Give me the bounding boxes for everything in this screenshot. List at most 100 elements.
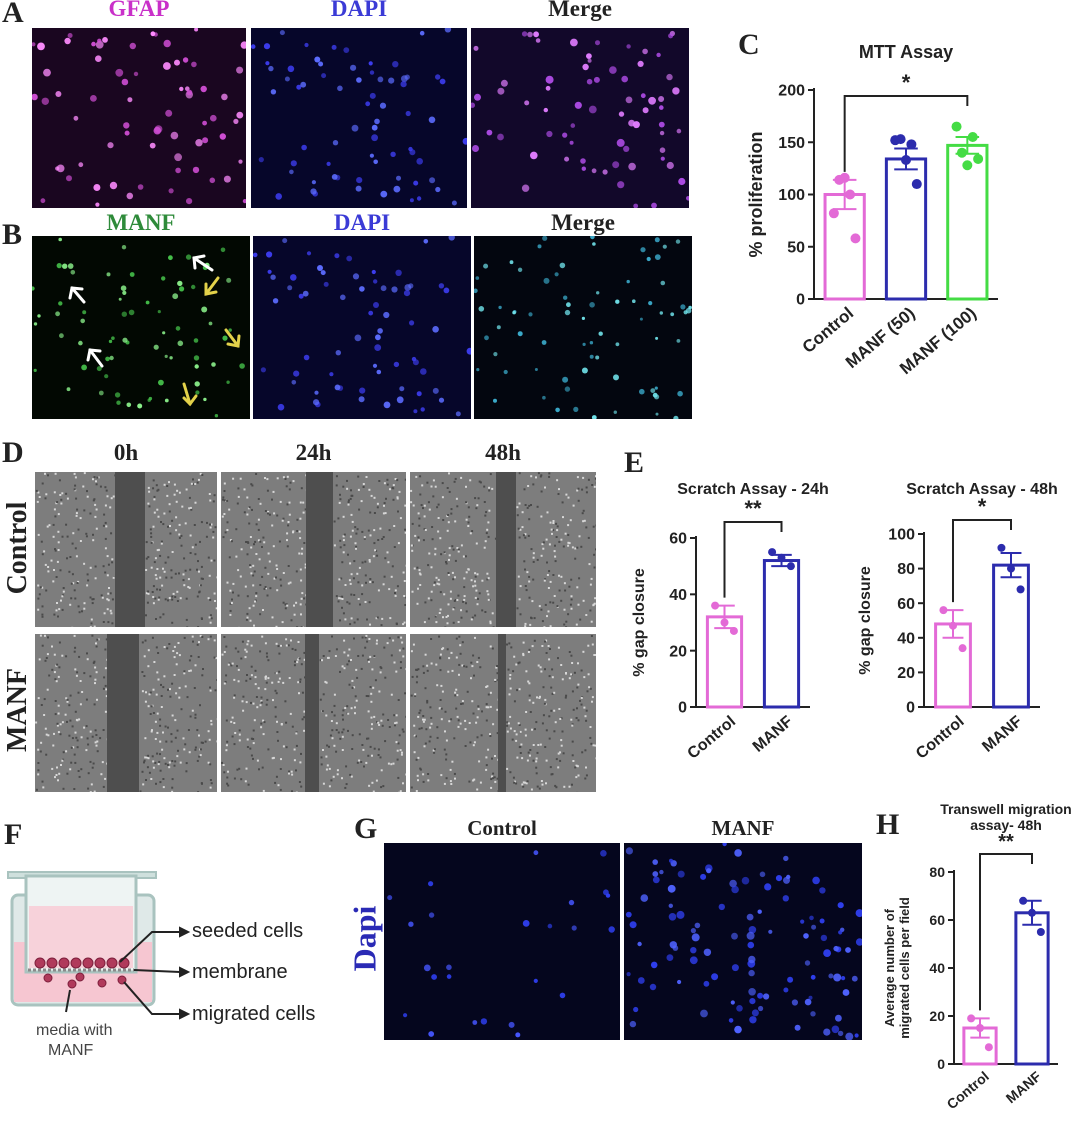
data-point: [721, 619, 729, 627]
panel-label-g: G: [354, 812, 377, 846]
data-point: [968, 132, 978, 142]
significance-label: **: [744, 496, 762, 521]
channel-label-merge-b: Merge: [474, 210, 692, 236]
data-point: [850, 233, 860, 243]
y-tick-label: 60: [897, 596, 915, 613]
data-point: [768, 548, 776, 556]
y-tick-label: 0: [937, 1056, 945, 1072]
data-point: [1019, 897, 1027, 905]
y-tick-label: 100: [778, 187, 805, 204]
panel-label-b: B: [2, 218, 22, 252]
timepoint-label-24h: 24h: [221, 440, 406, 466]
data-point: [949, 622, 957, 630]
category-label: MANF: [979, 713, 1026, 756]
y-tick-label: 50: [787, 239, 805, 256]
y-axis-label: migrated cells per field: [897, 897, 912, 1039]
data-point: [912, 179, 922, 189]
category-label: MANF: [750, 713, 797, 756]
insert-media: [29, 906, 133, 968]
significance-bracket: [953, 520, 1011, 602]
yellow-arrow-icon: [184, 384, 196, 404]
y-tick-label: 200: [778, 83, 805, 100]
micrograph-manf: [32, 236, 250, 419]
significance-bracket: [980, 854, 1032, 1010]
data-point: [730, 627, 738, 635]
chart-title: Transwell migration: [940, 801, 1071, 817]
yellow-arrow-icon: [206, 278, 218, 294]
row-label-control: Control: [2, 498, 34, 598]
data-point: [997, 544, 1005, 552]
panel-label-f: F: [4, 818, 22, 852]
scratch-image-manf-24h: [221, 634, 406, 792]
data-point: [985, 1043, 993, 1051]
category-label: Control: [685, 713, 739, 763]
data-point: [829, 208, 839, 218]
category-label: MANF: [1003, 1068, 1045, 1107]
significance-label: *: [978, 494, 987, 519]
label-seeded-cells: seeded cells: [192, 920, 303, 943]
label-migrated-cells: migrated cells: [192, 1003, 315, 1026]
data-point: [896, 134, 906, 144]
channel-label-gfap: GFAP: [32, 0, 246, 22]
y-tick-label: 60: [669, 531, 687, 548]
micrograph-gfap: [32, 28, 246, 208]
y-tick-label: 100: [888, 527, 915, 544]
label-media-with: media with: [36, 1022, 112, 1040]
micrograph-transwell-manf: [624, 843, 862, 1040]
column-label-control: Control: [384, 816, 620, 841]
yellow-arrow-icon: [226, 330, 239, 346]
y-axis-label: % proliferation: [746, 131, 766, 257]
micrograph-dapi-b: [253, 236, 471, 419]
data-point: [952, 122, 962, 132]
data-point: [901, 155, 911, 165]
micrograph-merge-b: [474, 236, 692, 419]
significance-label: *: [902, 70, 911, 95]
chart-title: MTT Assay: [859, 42, 953, 62]
data-point: [962, 160, 972, 170]
data-point: [1007, 565, 1015, 573]
label-media-manf: MANF: [48, 1042, 93, 1060]
channel-label-merge-a: Merge: [471, 0, 689, 22]
y-tick-label: 80: [897, 561, 915, 578]
scratch-image-manf-0h: [35, 634, 217, 792]
white-arrow-icon: [88, 350, 102, 366]
scratch-image-manf-48h: [410, 634, 596, 792]
micrograph-transwell-control: [384, 843, 620, 1040]
bar: [886, 159, 925, 299]
y-tick-label: 150: [778, 135, 805, 152]
y-axis-label: Average number of: [882, 908, 897, 1027]
data-point: [939, 606, 947, 614]
y-axis-label: % gap closure: [631, 568, 648, 677]
data-point: [957, 148, 967, 158]
data-point: [787, 562, 795, 570]
category-label: Control: [944, 1068, 992, 1112]
micrograph-dapi-a: [251, 28, 467, 208]
data-point: [959, 644, 967, 652]
data-point: [845, 190, 855, 200]
channel-label-dapi-a: DAPI: [251, 0, 467, 22]
data-point: [1037, 928, 1045, 936]
y-tick-label: 60: [929, 912, 945, 928]
y-tick-label: 20: [929, 1008, 945, 1024]
scratch-image-control-0h: [35, 472, 217, 627]
column-label-manf: MANF: [624, 816, 862, 841]
y-tick-label: 40: [929, 960, 945, 976]
white-arrow-icon: [70, 288, 84, 302]
category-label: Control: [799, 304, 858, 357]
category-label: Control: [913, 713, 967, 763]
y-tick-label: 80: [929, 864, 945, 880]
arrow-icons: [32, 236, 250, 419]
data-point: [976, 1024, 984, 1032]
y-tick-label: 0: [906, 700, 915, 717]
data-point: [1017, 585, 1025, 593]
data-point: [906, 139, 916, 149]
panel-label-d: D: [2, 436, 24, 470]
white-arrow-icon: [194, 256, 212, 270]
